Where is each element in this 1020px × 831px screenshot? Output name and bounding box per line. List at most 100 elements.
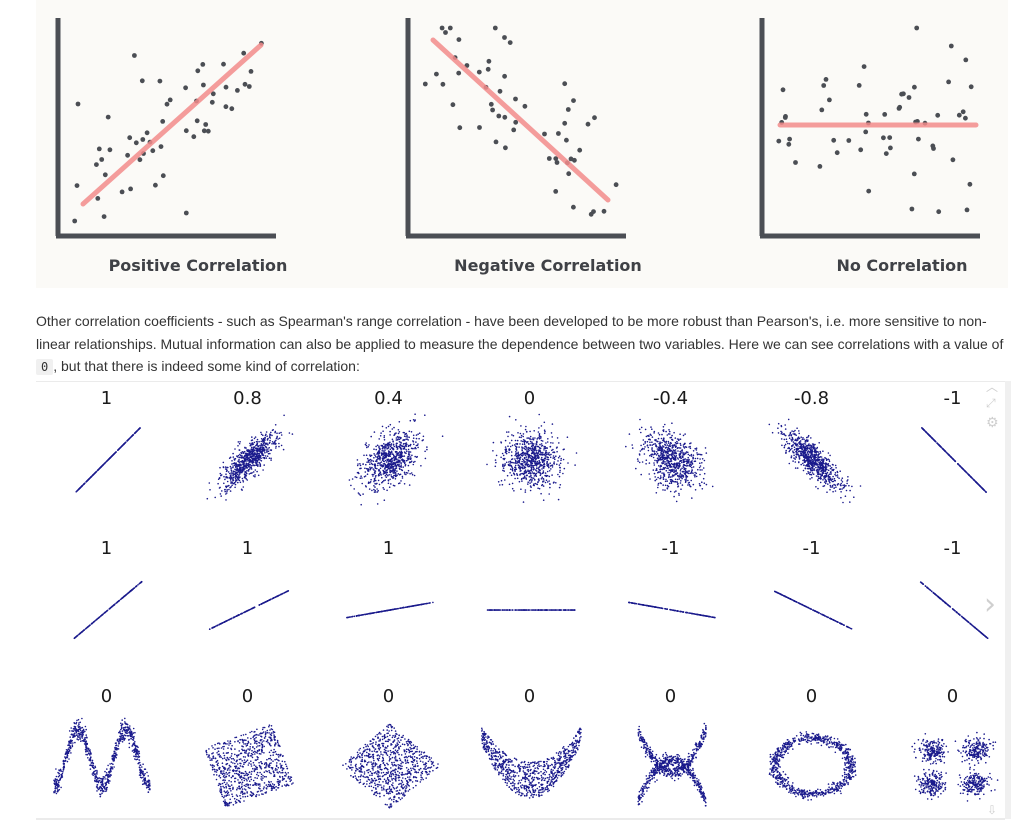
data-point: [530, 454, 532, 457]
data-point: [670, 460, 672, 462]
data-point: [381, 452, 383, 454]
data-point: [524, 470, 526, 473]
data-point: [408, 484, 411, 486]
data-point: [250, 439, 253, 442]
data-point: [673, 463, 676, 465]
data-point: [514, 454, 516, 457]
data-point: [229, 486, 231, 489]
data-point: [511, 487, 514, 490]
data-point: [403, 435, 406, 437]
data-point: [673, 495, 675, 498]
data-point: [676, 481, 679, 483]
data-point: [551, 466, 554, 468]
data-point: [373, 448, 375, 450]
data-point: [511, 470, 514, 472]
data-point: [268, 442, 271, 444]
data-point: [417, 446, 419, 449]
data-point: [237, 441, 240, 443]
data-point: [912, 84, 917, 90]
data-point: [552, 457, 554, 459]
data-point: [655, 468, 658, 470]
data-point: [572, 157, 577, 163]
data-point: [220, 474, 222, 477]
data-point: [384, 449, 386, 451]
data-point: [540, 443, 543, 445]
data-point: [846, 482, 848, 485]
hero-caption: No Correlation: [836, 256, 968, 275]
data-point: [257, 474, 260, 477]
data-point: [662, 457, 664, 459]
data-point: [389, 471, 392, 474]
data-point: [699, 473, 701, 476]
data-point: [265, 433, 267, 436]
data-point: [388, 473, 390, 476]
data-point: [863, 111, 869, 117]
data-point: [671, 446, 674, 449]
data-point: [914, 25, 920, 31]
data-point: [784, 434, 787, 437]
data-point: [793, 454, 795, 457]
data-point: [546, 458, 548, 461]
data-point: [676, 438, 679, 440]
data-point: [819, 481, 822, 484]
data-point: [792, 450, 794, 452]
data-point: [553, 461, 555, 463]
data-point: [78, 633, 80, 636]
data-point: [694, 460, 697, 462]
data-point: [257, 465, 259, 467]
data-point: [540, 478, 543, 480]
data-point: [944, 450, 947, 453]
data-point: [542, 471, 545, 474]
data-point: [238, 479, 241, 482]
data-point: [77, 488, 80, 491]
data-point: [532, 460, 534, 462]
data-point: [842, 487, 845, 489]
data-point: [659, 477, 661, 480]
data-point: [817, 469, 819, 471]
data-point: [678, 454, 681, 457]
data-point: [495, 454, 498, 457]
data-point: [271, 434, 273, 437]
data-point: [663, 467, 666, 470]
data-point: [662, 476, 665, 479]
data-point: [232, 616, 235, 619]
data-point: [234, 471, 236, 473]
data-point: [811, 469, 814, 471]
data-point: [269, 437, 272, 439]
data-point: [658, 433, 661, 436]
data-point: [662, 429, 664, 432]
data-point: [684, 467, 687, 470]
data-point: [398, 467, 401, 470]
data-point: [639, 450, 642, 452]
data-point: [664, 441, 666, 443]
data-point: [812, 460, 814, 463]
data-point: [370, 435, 372, 438]
data-point: [224, 490, 226, 493]
data-point: [525, 478, 528, 480]
data-point: [359, 467, 361, 470]
data-point: [277, 438, 279, 440]
data-point: [404, 433, 406, 436]
data-point: [376, 460, 378, 463]
data-point: [246, 456, 249, 458]
data-point: [829, 465, 832, 467]
data-point: [797, 445, 799, 447]
data-point: [532, 469, 535, 471]
data-point: [400, 469, 403, 471]
data-point: [819, 461, 822, 463]
data-point: [359, 463, 361, 465]
data-point: [384, 452, 387, 455]
data-point: [689, 485, 691, 487]
data-point: [358, 493, 361, 495]
data-point: [410, 431, 413, 433]
data-point: [811, 454, 813, 456]
data-point: [808, 447, 810, 450]
data-point: [545, 479, 548, 481]
data-point: [667, 462, 670, 464]
data-point: [979, 485, 982, 488]
data-point: [407, 453, 410, 456]
data-point: [517, 432, 519, 434]
data-point: [238, 442, 241, 445]
data-point: [392, 448, 395, 450]
data-point: [388, 486, 391, 488]
